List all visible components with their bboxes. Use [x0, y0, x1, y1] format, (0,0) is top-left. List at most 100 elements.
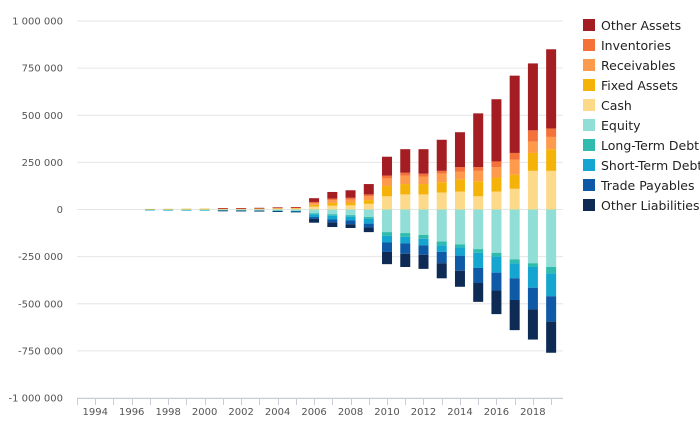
bar-segment: [509, 263, 520, 279]
legend-item[interactable]: Receivables: [583, 58, 676, 73]
bar-segment: [527, 141, 538, 153]
bar-segment: [309, 204, 320, 207]
bar-segment: [163, 208, 174, 210]
bar-segment: [163, 209, 174, 211]
legend-item[interactable]: Equity: [583, 118, 641, 133]
bar-segment: [290, 207, 301, 209]
bar-segment: [290, 211, 301, 213]
bar-segment: [546, 266, 557, 274]
bar-segment: [363, 194, 374, 197]
bar-segment: [236, 208, 247, 210]
x-tick-label: 1998: [155, 407, 180, 418]
bar-segment: [527, 63, 538, 131]
legend-item[interactable]: Fixed Assets: [583, 78, 678, 93]
y-tick-label: 250 000: [22, 158, 63, 169]
bar-segment: [345, 215, 356, 217]
bar-segment: [400, 253, 411, 267]
bar-segment: [363, 209, 374, 218]
bar-segment: [473, 113, 484, 168]
bar-segment: [327, 205, 338, 210]
bar-segment: [546, 273, 557, 297]
bar-segment: [436, 182, 447, 193]
bar-segment: [272, 209, 283, 211]
legend-label: Fixed Assets: [601, 78, 678, 93]
bar-segment: [382, 242, 393, 252]
bar-segment: [473, 283, 484, 302]
legend-label: Equity: [601, 118, 641, 133]
bar-segment: [546, 321, 557, 353]
bar-segment: [454, 179, 465, 192]
bar-segment: [436, 139, 447, 171]
bar-segment: [546, 128, 557, 137]
bar-segment: [400, 236, 411, 244]
bar-segment: [473, 181, 484, 197]
x-tick-label: 2008: [338, 407, 363, 418]
legend-swatch: [583, 39, 595, 51]
bar-segment: [527, 130, 538, 142]
bar-segment: [327, 202, 338, 206]
bar-segment: [254, 210, 265, 212]
bar-segment: [400, 233, 411, 237]
y-tick-label: -1 000 000: [8, 394, 63, 405]
bar-segment: [272, 207, 283, 208]
bar-segment: [345, 202, 356, 206]
bar-segment: [509, 209, 520, 260]
legend-item[interactable]: Short-Term Debt: [583, 158, 700, 173]
bar-segment: [327, 200, 338, 203]
bar-segment: [181, 209, 192, 211]
bar-segment: [345, 199, 356, 203]
bar-segment: [546, 296, 557, 322]
bar-segment: [491, 177, 502, 192]
bar-segment: [327, 191, 338, 199]
bar-segment: [527, 152, 538, 171]
bar-segment: [382, 185, 393, 197]
y-tick-label: -250 000: [18, 252, 63, 263]
legend-label: Cash: [601, 98, 632, 113]
y-tick-label: 750 000: [22, 64, 63, 75]
bar-segment: [418, 254, 429, 269]
legend-item[interactable]: Long-Term Debt: [583, 138, 699, 153]
bar-segment: [217, 209, 228, 211]
x-tick-label: 2010: [374, 407, 399, 418]
bar-segment: [418, 194, 429, 210]
bar-segment: [400, 184, 411, 195]
bar-segment: [546, 149, 557, 171]
bar-segment: [309, 218, 320, 223]
legend-item[interactable]: Other Liabilities: [583, 198, 700, 213]
legend-swatch: [583, 199, 595, 211]
bar-segment: [454, 255, 465, 271]
x-tick-label: 2002: [228, 407, 253, 418]
bar-segment: [363, 203, 374, 210]
bar-segment: [144, 209, 155, 211]
bar-segment: [546, 136, 557, 150]
bar-segment: [491, 161, 502, 168]
bar-segment: [509, 188, 520, 210]
bar-segment: [509, 299, 520, 331]
bar-segment: [436, 170, 447, 174]
legend-item[interactable]: Trade Payables: [583, 178, 695, 193]
bar-segment: [144, 208, 155, 210]
bar-segment: [327, 214, 338, 216]
legend-item[interactable]: Inventories: [583, 38, 671, 53]
bar-segment: [363, 223, 374, 228]
bar-segment: [254, 208, 265, 210]
bar-segment: [436, 192, 447, 210]
bar-segment: [527, 263, 538, 267]
x-tick-label: 2014: [447, 407, 472, 418]
bar-segment: [309, 213, 320, 215]
legend-swatch: [583, 119, 595, 131]
bar-segment: [436, 209, 447, 242]
bar-segment: [473, 209, 484, 250]
bar-segment: [473, 170, 484, 182]
x-axis: 1994 1996 1998 2000 2002 2004 2006 2008 2010 2012…: [77, 398, 563, 418]
legend-swatch: [583, 19, 595, 31]
legend-label: Long-Term Debt: [601, 138, 699, 153]
bar-segment: [491, 191, 502, 210]
y-tick-label: 500 000: [22, 111, 63, 122]
bar-segment: [382, 251, 393, 265]
bar-segment: [217, 210, 228, 212]
bar-segment: [454, 209, 465, 245]
legend-item[interactable]: Cash: [583, 98, 632, 113]
bar-segment: [400, 209, 411, 234]
legend-item[interactable]: Other Assets: [583, 18, 681, 33]
